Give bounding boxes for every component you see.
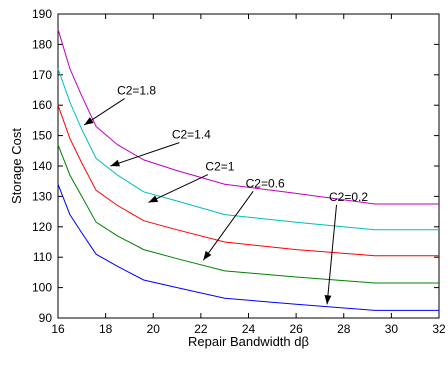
annotation-arrow-head [148,195,159,203]
x-tick-label: 28 [337,322,351,336]
series-line-3 [57,68,439,231]
series-line-0 [57,184,439,311]
y-tick-label: 120 [32,220,52,234]
y-tick-label: 110 [33,250,52,264]
annotation-label: C2=1 [205,160,234,174]
annotation-label: C2=0.6 [246,176,285,190]
annotation-group: C2=1.8 C2=1.4 C2=1 C2=0.6 C2=0.2 [83,84,368,305]
y-tick-label: 150 [32,129,52,143]
annotation-label: C2=0.2 [329,190,368,204]
annotation-label: C2=1.4 [172,128,211,142]
annotation-arrow-head [324,295,332,305]
y-tick-label: 160 [32,98,52,112]
annotation-label: C2=1.8 [117,84,156,98]
axis-ticks: 16 18 20 22 24 26 28 30 32 90 100 110 120 130 140 150 16… [32,7,446,336]
x-tick-label: 20 [147,322,161,336]
annotation-arrow-head [110,159,121,167]
y-tick-label: 90 [39,311,53,325]
x-tick-label: 24 [242,322,256,336]
y-tick-label: 140 [32,159,52,173]
annotation-arrow-line [110,142,180,167]
y-tick-label: 180 [32,37,52,51]
y-tick-label: 170 [32,68,52,82]
x-tick-label: 26 [289,322,303,336]
series-line-1 [57,144,439,284]
x-tick-label: 22 [194,322,208,336]
annotation-arrow-head [84,117,94,125]
y-tick-label: 100 [32,281,52,295]
annotation-arrow-head [203,250,212,261]
annotation-arrow-line [326,204,338,305]
x-tick-label: 16 [51,322,65,336]
y-tick-label: 190 [32,7,52,21]
x-tick-label: 30 [385,322,399,336]
x-axis-title: Repair Bandwidth dβ [188,334,309,349]
series-line-4 [57,29,439,205]
annotation-arrow-line [202,190,254,261]
y-axis-title: Storage Cost [9,128,24,204]
series-line-2 [57,105,439,257]
x-tick-label: 18 [99,322,113,336]
series-group [57,29,439,311]
x-tick-label: 32 [432,322,446,336]
plot-area [57,13,440,319]
annotation-arrow-line [148,174,209,203]
y-tick-label: 130 [32,189,52,203]
